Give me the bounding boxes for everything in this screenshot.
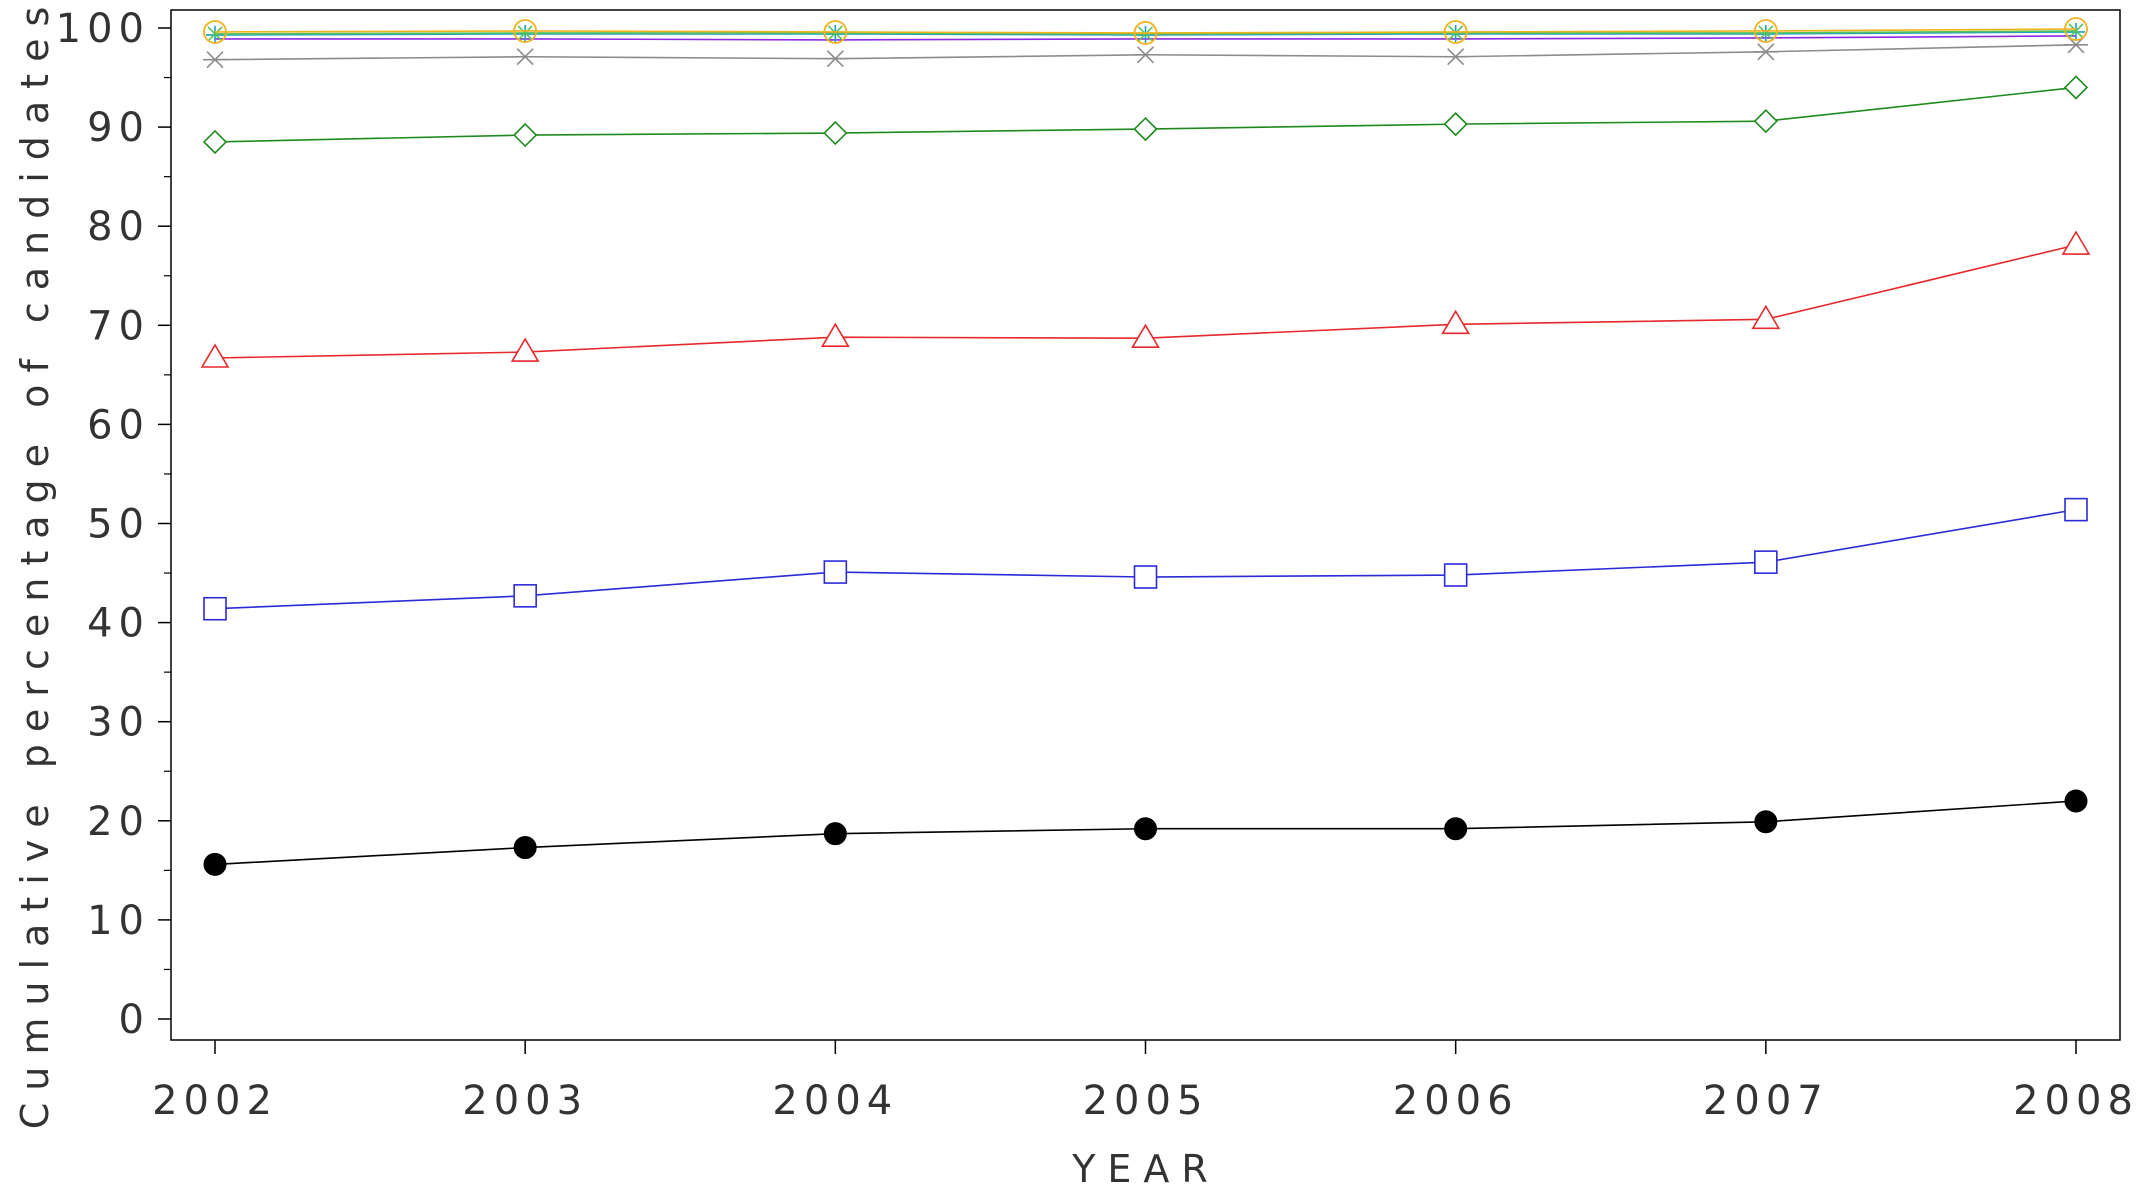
series-line — [214, 28, 2077, 34]
data-point-x — [517, 25, 533, 41]
data-point-diamond — [513, 122, 538, 148]
data-point-diamond — [1443, 111, 1468, 137]
series-group — [207, 23, 2084, 42]
data-point-filled-circle — [1754, 810, 1778, 834]
data-point-triangle — [510, 337, 540, 362]
data-point-square — [203, 596, 227, 621]
data-point-diamond — [2063, 75, 2089, 100]
series-group — [200, 230, 2091, 368]
data-point-filled-circle — [513, 836, 537, 860]
x-tick-label: 2002 — [152, 1078, 278, 1124]
data-point-square — [2064, 497, 2088, 522]
data-point-diamond — [1753, 109, 1778, 134]
data-point-triangle — [1131, 323, 1160, 348]
x-tick-label: 2004 — [772, 1078, 898, 1124]
data-point-circle — [203, 20, 227, 44]
data-point-triangle — [1751, 304, 1781, 330]
data-point-square — [1133, 565, 1158, 589]
data-point-x — [207, 26, 223, 42]
y-tick-label: 80 — [87, 204, 150, 250]
data-point-asterisk — [1443, 48, 1468, 66]
y-axis: 0 10 20 30 40 50 60 70 80 90 100 — [56, 6, 171, 1043]
y-tick-label: 10 — [87, 898, 150, 944]
data-point-diamond — [1133, 116, 1158, 142]
series-line — [214, 44, 2077, 61]
series-line — [214, 508, 2077, 610]
data-point-square — [823, 560, 848, 584]
data-point-square — [513, 584, 537, 608]
y-tick-label: 70 — [87, 303, 150, 349]
y-tick-label: 50 — [87, 502, 150, 548]
x-tick-label: 2007 — [1703, 1078, 1829, 1124]
data-point-circle — [823, 20, 848, 44]
data-point-circle — [2064, 17, 2088, 41]
data-point-x — [827, 25, 843, 41]
data-point-circle — [1133, 21, 1158, 45]
data-point-filled-circle — [203, 852, 227, 876]
y-tick-label: 90 — [87, 105, 150, 151]
data-point-circle — [1753, 19, 1778, 43]
y-tick-label: 100 — [56, 6, 150, 52]
data-point-diamond — [823, 120, 848, 146]
data-point-asterisk — [1753, 43, 1778, 61]
data-point-filled-circle — [1444, 817, 1468, 841]
data-point-asterisk — [1133, 46, 1158, 64]
data-point-asterisk — [823, 50, 848, 68]
y-axis-title: Cumulative percentage of candidates — [13, 0, 57, 1129]
y-tick-label: 40 — [87, 601, 150, 647]
data-point-circle — [1443, 20, 1468, 44]
data-point-x — [1448, 25, 1464, 41]
data-point-filled-circle — [823, 822, 847, 846]
y-tick-label: 0 — [119, 997, 150, 1043]
data-point-triangle — [1441, 309, 1471, 335]
plot-frame — [170, 9, 2121, 1041]
y-tick-label: 30 — [87, 700, 150, 746]
y-tick-label: 20 — [87, 799, 150, 845]
data-point-asterisk — [513, 48, 538, 66]
data-point-filled-circle — [1134, 817, 1157, 841]
data-point-x — [1758, 25, 1774, 41]
data-point-square — [1443, 563, 1468, 587]
data-point-diamond — [202, 129, 228, 155]
x-tick-label: 2005 — [1083, 1078, 1209, 1124]
series-group — [203, 789, 2088, 876]
data-point-x — [2068, 23, 2084, 39]
series-group — [203, 497, 2088, 621]
x-tick-label: 2006 — [1393, 1078, 1519, 1124]
x-axis-title: YEAR — [1071, 1147, 1220, 1191]
data-point-filled-circle — [2064, 789, 2088, 813]
series-layer — [200, 17, 2091, 876]
data-point-square — [1754, 550, 1778, 574]
data-point-triangle — [2061, 230, 2091, 255]
series-group — [203, 36, 2088, 69]
y-tick-label: 60 — [87, 402, 150, 448]
data-point-triangle — [820, 322, 850, 347]
data-point-circle — [513, 19, 538, 43]
series-group — [202, 75, 2089, 155]
data-point-triangle — [200, 343, 230, 368]
series-group — [203, 17, 2088, 45]
x-tick-label: 2003 — [462, 1078, 588, 1124]
x-axis: 2002 2003 2004 2005 2006 2007 2008 — [152, 1040, 2137, 1124]
x-tick-label: 2008 — [2013, 1078, 2137, 1124]
data-point-x — [1137, 26, 1154, 42]
data-point-asterisk — [203, 51, 227, 69]
